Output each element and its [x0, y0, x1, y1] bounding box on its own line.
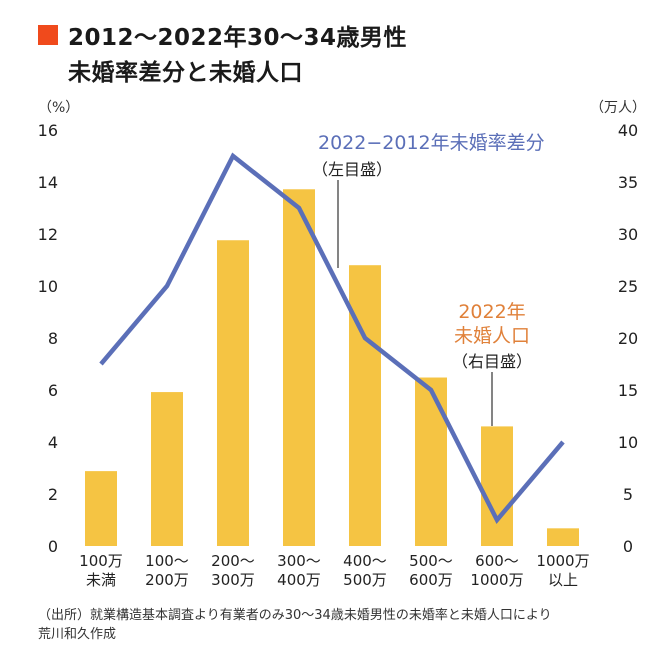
right-axis-tick-label: 15 — [618, 381, 638, 400]
bar — [85, 471, 117, 546]
bar-series — [85, 189, 579, 547]
series-line — [99, 152, 565, 525]
left-axis-tick-label: 0 — [48, 537, 58, 556]
bar — [151, 392, 183, 546]
x-tick-label: 300～ — [277, 552, 321, 570]
bar-annotation-label-1: 2022年 — [458, 301, 525, 323]
line-annotation-label: 2022−2012年未婚率差分 — [318, 132, 545, 154]
x-tick-label: 100万 — [79, 552, 123, 570]
right-axis-tick-label: 30 — [618, 225, 638, 244]
source-line1: （出所）就業構造基本調査より有業者のみ30～34歳未婚男性の未婚率と未婚人口によ… — [38, 608, 552, 623]
x-tick-label: 500～ — [409, 552, 453, 570]
left-axis-tick-label: 16 — [38, 121, 58, 140]
x-tick-label: 500万 — [343, 571, 387, 589]
bar — [481, 426, 513, 546]
bar — [349, 265, 381, 546]
x-tick-label: 100～ — [145, 552, 189, 570]
right-axis-tick-label: 20 — [618, 329, 638, 348]
x-tick-label: 200～ — [211, 552, 255, 570]
line-annotation-axis-note: （左目盛） — [312, 160, 392, 179]
right-axis-tick-label: 10 — [618, 433, 638, 452]
left-axis-unit: （%） — [38, 100, 79, 116]
line-series — [99, 152, 565, 525]
title-square-marker — [38, 25, 58, 45]
right-axis-tick-label: 0 — [623, 537, 633, 556]
chart-title-line1: 2012～2022年30～34歳男性 — [68, 25, 408, 51]
left-axis-tick-label: 12 — [38, 225, 58, 244]
right-axis-tick-label: 25 — [618, 277, 638, 296]
left-axis-tick-label: 4 — [48, 433, 58, 452]
left-axis: 0 2 4 6 8 10 12 14 16 — [38, 121, 58, 556]
x-tick-label: 200万 — [145, 571, 189, 589]
left-axis-tick-label: 10 — [38, 277, 58, 296]
x-tick-label: 以上 — [548, 571, 578, 589]
right-axis-tick-label: 40 — [618, 121, 638, 140]
source-note: （出所）就業構造基本調査より有業者のみ30～34歳未婚男性の未婚率と未婚人口によ… — [38, 606, 648, 644]
x-tick-label: 400万 — [277, 571, 321, 589]
x-tick-label: 400～ — [343, 552, 387, 570]
bar — [415, 377, 447, 546]
source-line2: 荒川和久作成 — [38, 627, 117, 642]
left-axis-tick-label: 2 — [48, 485, 58, 504]
bar-annotation-label-2: 未婚人口 — [454, 325, 530, 347]
x-tick-label: 1000万 — [536, 552, 589, 570]
bar — [217, 240, 249, 547]
bar-annotation-axis-note: （右目盛） — [452, 352, 532, 371]
left-axis-tick-label: 6 — [48, 381, 58, 400]
chart-title-line2: 未婚率差分と未婚人口 — [68, 60, 303, 86]
right-axis-unit: （万人） — [590, 100, 646, 116]
x-tick-label: 600～ — [475, 552, 519, 570]
bar — [547, 528, 579, 546]
x-tick-label: 600万 — [409, 571, 453, 589]
right-axis-tick-label: 35 — [618, 173, 638, 192]
x-tick-label: 300万 — [211, 571, 255, 589]
left-axis-tick-label: 8 — [48, 329, 58, 348]
bar — [283, 189, 315, 546]
left-axis-tick-label: 14 — [38, 173, 58, 192]
right-axis: 0 5 10 15 20 25 30 35 40 — [618, 121, 638, 556]
x-tick-label: 未満 — [86, 571, 116, 589]
x-tick-label: 1000万 — [470, 571, 523, 589]
right-axis-tick-label: 5 — [623, 485, 633, 504]
